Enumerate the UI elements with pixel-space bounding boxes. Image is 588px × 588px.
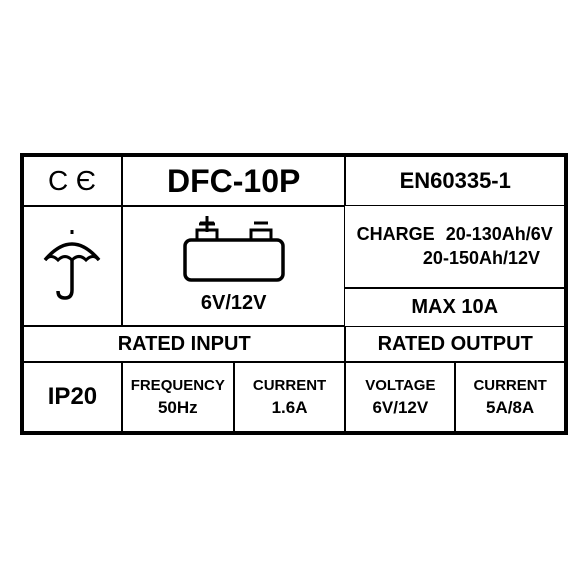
max-current-cell: MAX 10A: [345, 288, 565, 326]
rating-values-row: IP20 FREQUENCY 50Hz CURRENT 1.6A VOLTAGE…: [23, 362, 565, 432]
rating-plate: C Є DFC-10P EN60335-1: [20, 153, 568, 435]
output-current-cell: CURRENT 5A/8A: [455, 362, 565, 432]
input-current-cell: CURRENT 1.6A: [234, 362, 346, 432]
frequency-label: FREQUENCY: [131, 375, 225, 396]
output-current-label: CURRENT: [473, 375, 546, 396]
model-number: DFC-10P: [167, 163, 300, 200]
input-current-value: 1.6A: [272, 396, 308, 420]
battery-cell: 6V/12V: [122, 206, 346, 326]
ip-rating: IP20: [48, 383, 97, 411]
output-voltage-cell: VOLTAGE 6V/12V: [345, 362, 455, 432]
frequency-cell: FREQUENCY 50Hz: [122, 362, 234, 432]
output-current-value: 5A/8A: [486, 396, 534, 420]
rated-output-label: RATED OUTPUT: [378, 333, 533, 356]
standard-cell: EN60335-1: [345, 156, 565, 206]
umbrella-icon: [37, 226, 107, 306]
battery-voltage: 6V/12V: [201, 292, 267, 315]
ce-mark-cell: C Є: [23, 156, 122, 206]
header-row: C Є DFC-10P EN60335-1: [23, 156, 565, 206]
model-cell: DFC-10P: [122, 156, 346, 206]
frequency-value: 50Hz: [158, 396, 198, 420]
input-current-label: CURRENT: [253, 375, 326, 396]
ce-mark: C Є: [48, 165, 97, 197]
spec-row: 6V/12V CHARGE 20-130Ah/6V 20-150Ah/12V M…: [23, 206, 565, 326]
rating-header-row: RATED INPUT RATED OUTPUT: [23, 326, 565, 362]
output-voltage-label: VOLTAGE: [365, 375, 435, 396]
rated-input-header: RATED INPUT: [23, 326, 345, 362]
output-voltage-value: 6V/12V: [372, 396, 428, 420]
charge-spec-group: CHARGE 20-130Ah/6V 20-150Ah/12V MAX 10A: [345, 206, 565, 326]
charge-line1: 20-130Ah/6V: [446, 223, 553, 246]
max-current: MAX 10A: [411, 296, 498, 319]
charge-line2: 20-150Ah/12V: [349, 247, 560, 270]
rated-input-label: RATED INPUT: [118, 333, 251, 356]
keep-dry-cell: [23, 206, 122, 326]
standard-number: EN60335-1: [400, 168, 511, 194]
rated-output-header: RATED OUTPUT: [345, 326, 565, 362]
polarity-icons: [169, 214, 299, 232]
charge-label: CHARGE: [357, 223, 435, 246]
ip-rating-cell: IP20: [23, 362, 122, 432]
charge-cell: CHARGE 20-130Ah/6V 20-150Ah/12V: [345, 206, 565, 288]
